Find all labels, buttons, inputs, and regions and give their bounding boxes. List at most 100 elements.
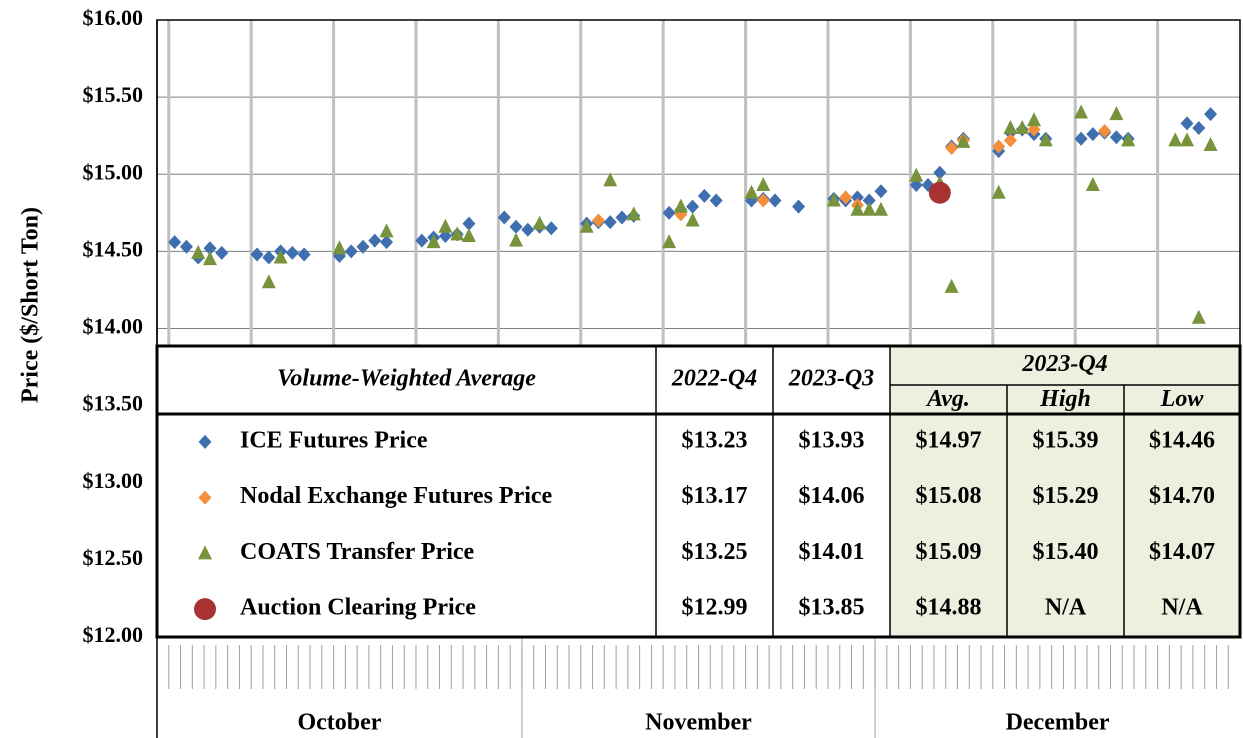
y-tick-label: $15.50 — [83, 82, 144, 107]
data-point — [928, 181, 951, 204]
table-cell: $13.93 — [799, 427, 865, 453]
y-tick-label: $12.00 — [83, 622, 144, 647]
data-point — [250, 247, 264, 262]
plot-border — [156, 19, 1241, 638]
table-cell: $14.88 — [916, 595, 982, 621]
data-point — [438, 218, 453, 233]
data-point — [179, 239, 193, 254]
subcolumn-header: Avg. — [925, 386, 970, 412]
data-point — [356, 239, 370, 254]
data-point — [756, 177, 771, 192]
data-point — [956, 133, 971, 148]
table-highlight — [890, 346, 1240, 637]
data-point — [368, 233, 382, 248]
data-point — [603, 215, 617, 230]
legend-label: COATS Transfer Price — [240, 539, 475, 565]
month-label: December — [1006, 710, 1110, 736]
data-point — [615, 210, 629, 225]
data-point — [332, 240, 347, 255]
table-cell: $15.39 — [1033, 427, 1099, 453]
subcolumn-header: High — [1039, 386, 1091, 412]
data-point — [1038, 132, 1053, 147]
y-tick-label: $13.50 — [83, 391, 144, 416]
data-point — [1015, 119, 1030, 134]
month-label: November — [645, 710, 752, 736]
data-point — [1109, 130, 1123, 145]
data-point — [462, 216, 476, 231]
table-cell: N/A — [1045, 595, 1087, 621]
table-cell: $13.23 — [682, 427, 748, 453]
data-point — [591, 213, 605, 228]
data-point — [991, 184, 1006, 199]
table-cell: $13.25 — [682, 539, 748, 565]
data-point — [344, 244, 358, 259]
data-point — [826, 192, 841, 207]
data-point — [662, 205, 676, 220]
data-point — [203, 241, 217, 256]
data-point — [850, 201, 865, 216]
table-cell: $14.06 — [799, 483, 865, 509]
data-point — [686, 199, 700, 214]
data-point — [909, 167, 924, 182]
data-point — [1180, 116, 1194, 131]
legend-marker — [198, 434, 212, 449]
column-header: 2023-Q3 — [788, 366, 874, 392]
y-tick-label: $12.50 — [83, 545, 144, 570]
legend-label: Nodal Exchange Futures Price — [240, 483, 553, 509]
data-point — [709, 193, 723, 208]
table-cell: $14.97 — [916, 427, 982, 453]
month-label: October — [297, 710, 381, 736]
data-point — [461, 227, 476, 242]
data-point — [191, 244, 206, 259]
data-point — [873, 201, 888, 216]
legend-label: ICE Futures Price — [240, 427, 428, 453]
data-point — [603, 172, 618, 187]
data-point — [792, 199, 806, 214]
data-point — [1098, 124, 1112, 139]
data-point — [202, 251, 217, 266]
data-point — [215, 245, 229, 260]
data-point — [1168, 132, 1183, 147]
table-cell: $15.40 — [1033, 539, 1099, 565]
data-point — [426, 234, 441, 249]
data-point — [874, 184, 888, 199]
table-cell: $15.29 — [1033, 483, 1099, 509]
table-cell: $15.08 — [916, 483, 982, 509]
data-point — [685, 212, 700, 227]
table-cell: $14.01 — [799, 539, 865, 565]
data-point — [850, 190, 864, 205]
table-header: Volume-Weighted Average — [277, 366, 536, 392]
data-point — [1121, 132, 1136, 147]
y-tick-label: $14.50 — [83, 236, 144, 261]
data-point — [1086, 127, 1100, 142]
group-header: 2023-Q4 — [1021, 351, 1107, 377]
data-point — [285, 245, 299, 260]
legend-marker — [198, 490, 212, 505]
data-point — [744, 184, 759, 199]
data-point — [1085, 177, 1100, 192]
table-cell: $15.09 — [916, 539, 982, 565]
data-point — [261, 274, 276, 289]
legend-label: Auction Clearing Price — [240, 595, 476, 621]
data-point — [862, 201, 877, 216]
data-point — [1109, 106, 1124, 121]
data-point — [450, 226, 465, 241]
table-cell: $12.99 — [682, 595, 748, 621]
subcolumn-header: Low — [1160, 386, 1205, 412]
data-point — [415, 233, 429, 248]
data-point — [273, 249, 288, 264]
data-point — [768, 193, 782, 208]
data-point — [1074, 131, 1088, 146]
y-tick-label: $14.00 — [83, 314, 144, 339]
table-cell: $13.17 — [682, 483, 748, 509]
data-point — [945, 141, 959, 156]
data-point — [1074, 104, 1089, 119]
legend-marker — [198, 545, 212, 560]
data-point — [509, 219, 523, 234]
data-point — [168, 235, 182, 250]
data-point — [944, 278, 959, 293]
data-point — [992, 139, 1006, 154]
table-cell: $13.85 — [799, 595, 865, 621]
y-tick-label: $15.00 — [83, 159, 144, 184]
